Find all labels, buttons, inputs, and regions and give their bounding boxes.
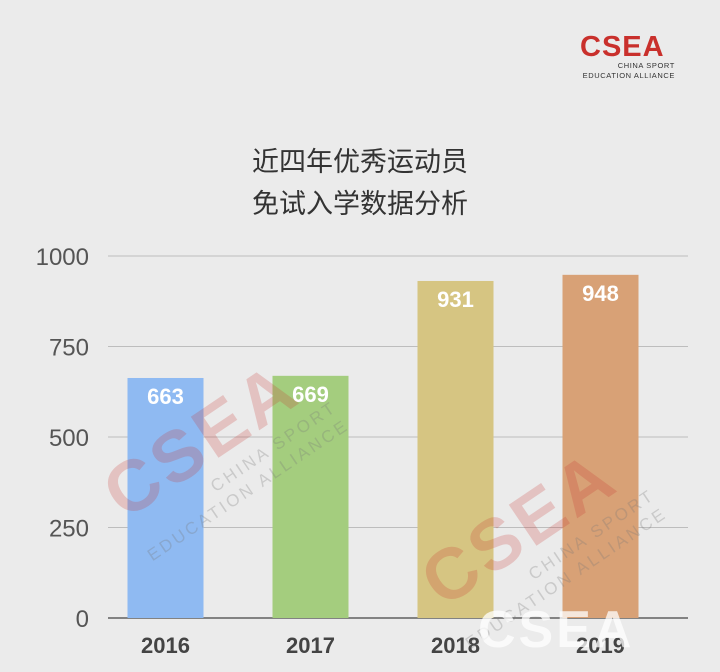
bar: [417, 280, 494, 618]
x-tick-label: 2018: [431, 633, 480, 658]
data-label: 669: [292, 382, 329, 407]
x-tick-label: 2019: [576, 633, 625, 658]
chart-title-line-1: 近四年优秀运动员: [252, 147, 468, 178]
bar: [127, 377, 204, 618]
data-label: 948: [582, 281, 619, 306]
y-tick-label: 1000: [36, 244, 89, 271]
y-tick-label: 250: [49, 516, 89, 543]
logo-mark: CSEA: [580, 31, 665, 63]
bar: [272, 375, 349, 618]
chart-title: 近四年优秀运动员 免试入学数据分析: [0, 142, 720, 226]
data-label: 663: [147, 384, 184, 409]
logo-line-1: CHINA SPORT: [617, 61, 675, 70]
y-tick-label: 500: [49, 425, 89, 452]
data-label: 931: [437, 287, 474, 312]
bar: [562, 274, 639, 618]
brand-logo: CSEA CHINA SPORT EDUCATION ALLIANCE: [580, 33, 675, 81]
logo-line-2: EDUCATION ALLIANCE: [582, 71, 675, 80]
x-tick-label: 2017: [286, 633, 335, 658]
x-tick-label: 2016: [141, 633, 190, 658]
y-tick-label: 0: [76, 606, 89, 633]
chart-title-line-2: 免试入学数据分析: [252, 189, 468, 220]
y-tick-label: 750: [49, 335, 89, 362]
